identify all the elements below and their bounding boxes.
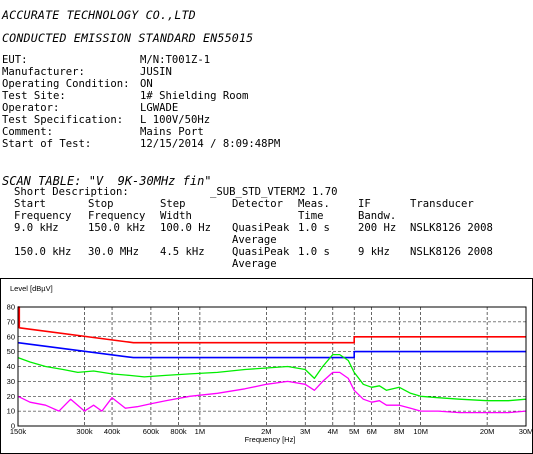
y-tick-label: 40	[7, 362, 15, 371]
cell-meas-time: 1.0 s	[298, 246, 330, 258]
cell-if-bandwidth: 9 kHz	[358, 246, 390, 258]
cell-transducer: NSLK8126 2008	[410, 222, 493, 234]
info-value: 12/15/2014 / 8:09:48PM	[140, 138, 281, 150]
cell-stop: 30.0 MHz	[88, 246, 140, 258]
info-value: JUSIN	[140, 66, 172, 78]
info-value: Mains Port	[140, 126, 204, 138]
short-description-value: _SUB_STD_VTERM2 1.70	[210, 186, 338, 198]
y-tick-label: 0	[11, 422, 15, 431]
cell-start: 150.0 kHz	[14, 246, 72, 258]
cell-start: 9.0 kHz	[14, 222, 59, 234]
info-value: LGWADE	[140, 102, 179, 114]
header-step: Width	[160, 210, 192, 222]
tick-labels: 0 10 20 30 40 50 60 70 80 150k 300k 400k 600k 800k 1M 2…	[7, 303, 533, 437]
header-stop: Stop	[88, 198, 114, 210]
cell-if-bandwidth: 200 Hz	[358, 222, 397, 234]
info-value: 1# Shielding Room	[140, 90, 249, 102]
info-value: L 100V/50Hz	[140, 114, 211, 126]
series-line-3	[17, 353, 527, 402]
info-label: Test Specification:	[2, 114, 124, 126]
standard-title: CONDUCTED EMISSION STANDARD EN55015	[2, 31, 254, 45]
x-tick-label: 600k	[143, 427, 160, 436]
header-if-bandwidth: Bandw.	[358, 210, 397, 222]
cell-stop: 150.0 kHz	[88, 222, 146, 234]
x-tick-label: 1M	[195, 427, 205, 436]
x-tick-label: 10M	[413, 427, 428, 436]
x-tick-label: 800k	[170, 427, 187, 436]
cell-detector: QuasiPeak	[232, 222, 290, 234]
cell-step: 4.5 kHz	[160, 246, 205, 258]
x-tick-label: 150k	[10, 427, 27, 436]
x-tick-label: 20M	[480, 427, 495, 436]
info-value: ON	[140, 78, 153, 90]
info-label: Operating Condition:	[2, 78, 130, 90]
cell-transducer: NSLK8126 2008	[410, 246, 493, 258]
x-tick-label: 2M	[261, 427, 271, 436]
y-tick-label: 80	[7, 303, 15, 312]
emission-chart: Level [dBµV] Frequency [Hz] 0 10 20 30 40 50 6…	[0, 278, 533, 454]
cell-meas-time: 1.0 s	[298, 222, 330, 234]
cell-step: 100.0 Hz	[160, 222, 212, 234]
x-tick-label: 4M	[328, 427, 338, 436]
info-label: Start of Test:	[2, 138, 92, 150]
x-tick-label: 5M	[349, 427, 359, 436]
header-stop: Frequency	[88, 210, 146, 222]
cell-detector: Average	[232, 234, 277, 246]
plot-area	[17, 306, 527, 427]
x-tick-label: 6M	[366, 427, 376, 436]
x-tick-label: 30M	[519, 427, 533, 436]
header-step: Step	[160, 198, 186, 210]
y-tick-label: 20	[7, 392, 15, 401]
header-if-bandwidth: IF	[358, 198, 371, 210]
x-axis-label: Frequency [Hz]	[245, 435, 296, 444]
info-label: Comment:	[2, 126, 54, 138]
y-axis-label: Level [dBµV]	[10, 284, 53, 293]
company-name: ACCURATE TECHNOLOGY CO.,LTD	[2, 8, 196, 22]
header-meas-time: Time	[298, 210, 324, 222]
series-line-2	[17, 341, 526, 359]
info-value: M/N:T001Z-1	[140, 54, 211, 66]
series-line-4	[17, 371, 527, 414]
y-tick-label: 10	[7, 407, 15, 416]
info-label: EUT:	[2, 54, 28, 66]
short-description-label: Short Description:	[14, 186, 129, 198]
header-detector: Detector	[232, 198, 284, 210]
info-label: Test Site:	[2, 90, 66, 102]
header-start: Frequency	[14, 210, 72, 222]
info-label: Manufacturer:	[2, 66, 85, 78]
y-tick-label: 60	[7, 332, 15, 341]
info-label: Operator:	[2, 102, 60, 114]
y-tick-label: 30	[7, 377, 15, 386]
y-tick-label: 70	[7, 317, 15, 326]
x-tick-label: 400k	[104, 427, 121, 436]
x-tick-label: 300k	[76, 427, 93, 436]
x-tick-label: 3M	[300, 427, 310, 436]
y-tick-label: 50	[7, 347, 15, 356]
cell-detector: QuasiPeak	[232, 246, 290, 258]
cell-detector: Average	[232, 258, 277, 270]
header-transducer: Transducer	[410, 198, 474, 210]
x-tick-label: 8M	[394, 427, 404, 436]
scan-table-title: SCAN TABLE: "V 9K-30MHz fin"	[2, 174, 212, 188]
header-meas-time: Meas.	[298, 198, 330, 210]
header-start: Start	[14, 198, 46, 210]
